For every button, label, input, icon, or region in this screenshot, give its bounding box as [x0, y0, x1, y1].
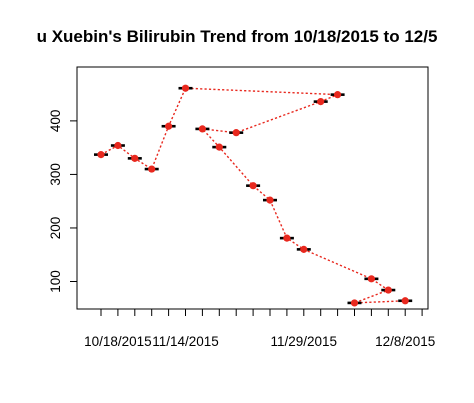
x-tick-label: 11/29/2015: [271, 334, 338, 349]
data-points: [94, 84, 413, 307]
data-point-marker: [300, 245, 308, 253]
data-point: [279, 234, 294, 242]
data-point-marker: [384, 286, 392, 294]
x-tick-label: 11/14/2015: [152, 334, 219, 349]
data-point-marker: [181, 84, 190, 92]
y-tick-label: 100: [48, 270, 63, 293]
x-tick-label: 10/18/2015: [84, 334, 152, 349]
data-point: [296, 245, 311, 253]
data-point: [313, 98, 328, 106]
data-point: [398, 297, 413, 305]
data-point: [178, 84, 193, 92]
y-axis: 100 200 300 400: [48, 110, 77, 293]
x-tick-label: 12/8/2015: [375, 334, 435, 349]
data-point: [330, 91, 345, 99]
data-point: [381, 286, 396, 294]
data-point-marker: [367, 275, 375, 283]
data-point: [229, 129, 244, 137]
data-point: [246, 182, 261, 190]
data-point-marker: [283, 234, 291, 242]
y-tick-label: 400: [48, 110, 63, 133]
data-point-marker: [350, 299, 359, 307]
data-point-marker: [401, 297, 409, 305]
data-point-marker: [114, 141, 122, 150]
y-tick-label: 200: [48, 217, 63, 240]
data-point-marker: [334, 91, 342, 99]
y-tick-label: 300: [48, 163, 63, 186]
data-point-marker: [148, 165, 156, 173]
data-point: [144, 165, 159, 173]
series-connector-line: [100, 87, 406, 304]
data-point-marker: [131, 154, 139, 162]
data-point-marker: [215, 143, 223, 151]
data-point: [127, 154, 142, 162]
chart-title: u Xuebin's Bilirubin Trend from 10/18/20…: [36, 27, 438, 46]
data-point: [364, 275, 379, 283]
data-point: [195, 125, 210, 133]
data-point-marker: [317, 98, 325, 106]
x-axis: 10/18/2015 11/14/2015 11/29/2015 12/8/2015: [84, 309, 435, 349]
data-point: [347, 299, 362, 307]
data-point-marker: [198, 125, 206, 133]
data-point-marker: [266, 196, 274, 204]
data-point: [94, 151, 108, 159]
data-point-marker: [249, 182, 257, 190]
plot-frame: [76, 66, 429, 310]
data-point: [110, 141, 125, 150]
data-point: [212, 143, 227, 151]
data-point-marker: [97, 151, 105, 159]
data-point-marker: [232, 129, 240, 137]
data-point-marker: [165, 122, 173, 130]
data-point: [161, 122, 176, 130]
data-point: [263, 196, 277, 204]
